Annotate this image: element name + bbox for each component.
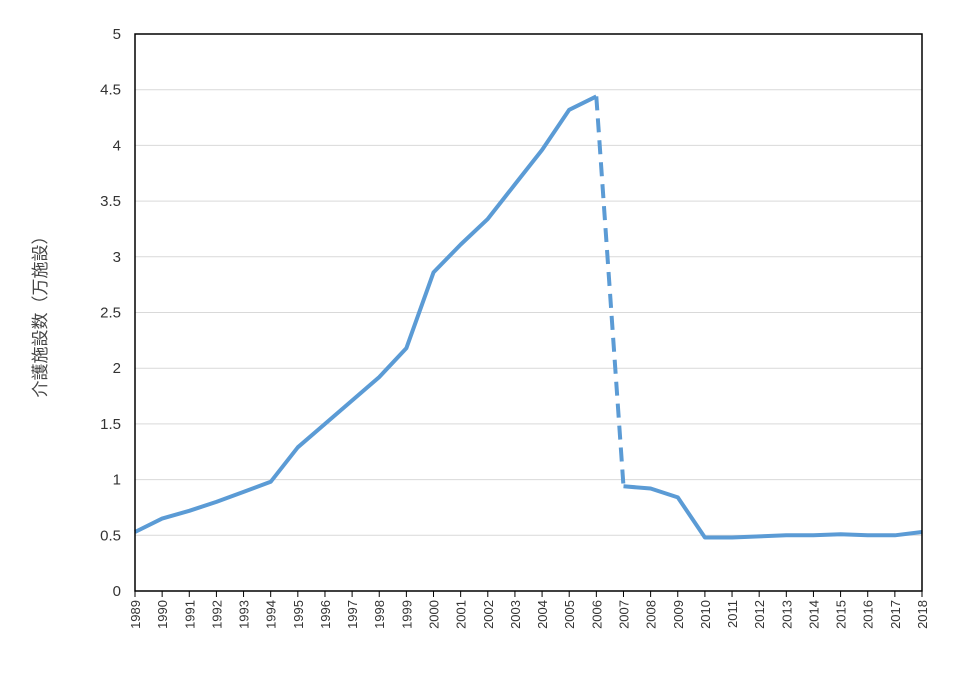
y-tick-label: 0.5 [100,527,121,544]
y-tick-label: 3 [113,249,121,266]
x-tick-label: 1999 [399,600,414,629]
series-line [623,484,923,540]
y-tick-label: 1 [113,472,121,489]
y-tick-label: 2 [113,360,121,377]
x-tick-label: 1989 [128,600,143,629]
x-tick-label: 2016 [861,600,876,629]
y-tick-label: 3.5 [100,193,121,210]
y-tick-label: 4.5 [100,82,121,99]
x-axis-ticks: 1989 1990 1991 1992 1993 1994 1995 1996 1997 1998… [128,591,930,629]
x-tick-label: 2014 [806,600,821,629]
x-tick-label: 2011 [725,600,740,628]
x-tick-label: 2012 [752,600,767,629]
x-tick-label: 2002 [481,600,496,629]
y-tick-label: 2.5 [100,305,121,322]
x-tick-label: 1990 [155,600,170,629]
series-lines [134,94,923,540]
series-line-dashed-segment [594,96,626,487]
x-tick-label: 2003 [508,600,523,629]
x-tick-label: 2015 [834,600,849,629]
x-tick-label: 2009 [671,600,686,629]
x-tick-label: 1991 [182,600,197,629]
x-tick-label: 1992 [209,600,224,629]
x-tick-label: 2000 [427,600,442,629]
x-tick-label: 1993 [237,600,252,629]
x-tick-label: 1998 [372,600,387,629]
x-tick-label: 1994 [264,600,279,629]
x-tick-label: 1996 [318,600,333,629]
y-axis-ticks: 0 0.5 1 1.5 2 2.5 3 3.5 4 4.5 5 [100,26,121,600]
series-line [134,94,598,534]
x-tick-label: 1997 [345,600,360,629]
x-tick-label: 2005 [562,600,577,629]
grid-lines [135,89,922,536]
x-tick-label: 2006 [589,600,604,629]
x-tick-label: 2010 [698,600,713,629]
x-tick-label: 2017 [888,600,903,629]
x-tick-label: 2007 [616,600,631,629]
x-tick-label: 2004 [535,600,550,629]
x-tick-label: 2013 [779,600,794,629]
y-axis-label: 介護施設数（万施設） [31,228,51,398]
x-tick-label: 2018 [915,600,930,629]
y-tick-label: 1.5 [100,416,121,433]
x-tick-label: 1995 [291,600,306,629]
y-tick-label: 4 [113,137,121,154]
y-tick-label: 5 [113,26,121,43]
x-tick-label: 2008 [644,600,659,629]
y-tick-label: 0 [113,583,121,600]
plot-frame [134,33,923,592]
x-tick-label: 2001 [454,600,469,629]
